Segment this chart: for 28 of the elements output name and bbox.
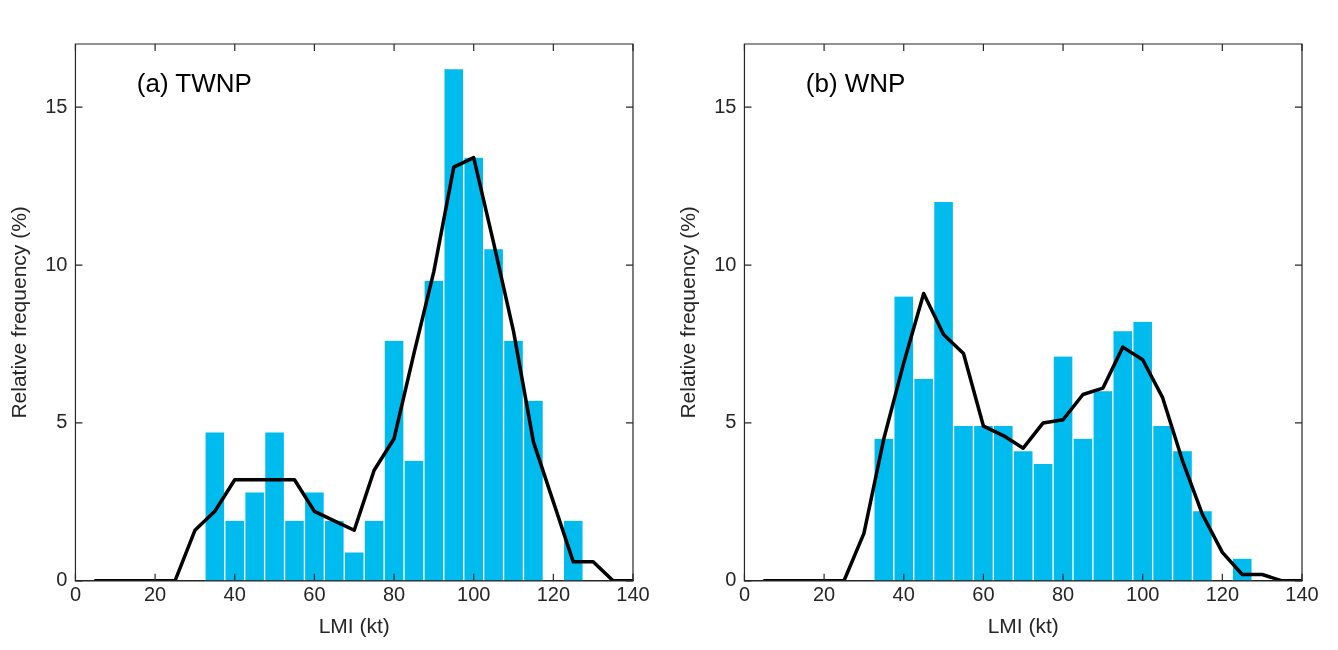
y-tick-label: 5 — [725, 410, 737, 433]
x-axis-title: LMI (kt) — [318, 614, 390, 638]
x-tick-label: 40 — [223, 583, 246, 606]
x-tick-label: 100 — [457, 583, 491, 606]
y-tick-label: 5 — [56, 410, 68, 433]
text: (b) WNP — [805, 68, 906, 99]
x-tick-label: 140 — [616, 583, 650, 606]
x-tick-label: 20 — [812, 583, 836, 606]
y-tick-label: 0 — [56, 568, 68, 591]
x-tick-label: 120 — [536, 583, 571, 606]
x-tick-label: 60 — [303, 583, 326, 606]
y-tick-label: 10 — [714, 252, 737, 275]
y-axis-title: Relative frequency (%) — [7, 206, 31, 419]
y-tick-label: 15 — [45, 94, 68, 117]
y-tick-label: 10 — [45, 252, 68, 275]
x-tick-label: 120 — [1205, 583, 1240, 606]
y-tick-label: 0 — [725, 568, 737, 591]
y-tick-label: 15 — [714, 94, 737, 117]
x-axis-title: LMI (kt) — [987, 614, 1059, 638]
x-tick-label: 140 — [1285, 583, 1319, 606]
x-tick-label: 40 — [892, 583, 915, 606]
x-tick-label: 80 — [382, 583, 406, 606]
x-tick-label: 100 — [1126, 583, 1160, 606]
text: (a) TWNP — [136, 68, 252, 99]
x-tick-label: 20 — [143, 583, 167, 606]
x-tick-label: 80 — [1051, 583, 1075, 606]
x-tick-label: 60 — [972, 583, 995, 606]
y-axis-title: Relative frequency (%) — [676, 206, 700, 419]
